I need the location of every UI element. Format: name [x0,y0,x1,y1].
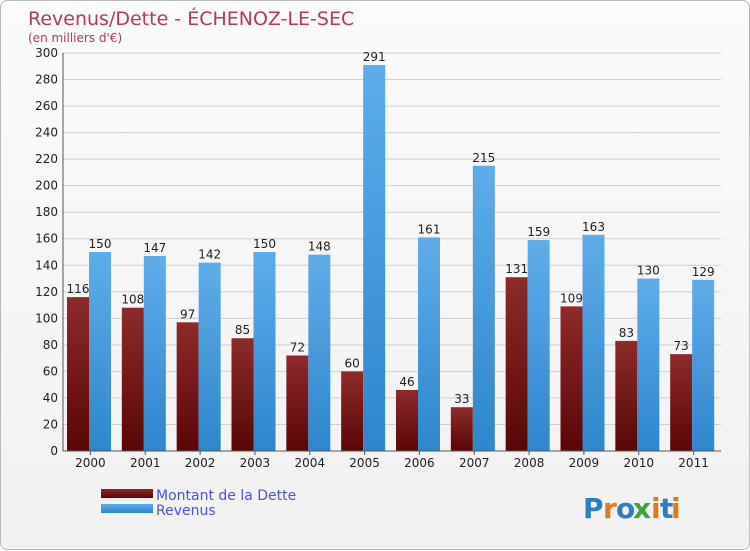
x-tick-label: 2011 [678,456,709,470]
x-tick-label: 2007 [459,456,490,470]
bar-debt [396,389,418,451]
y-tick-label: 120 [35,285,58,299]
x-tick-label: 2010 [623,456,654,470]
y-tick-label: 260 [35,99,58,113]
data-label-revenus: 161 [418,222,441,236]
bar-debt [615,340,638,451]
bar-debt [231,338,254,451]
bar-debt [286,355,309,451]
data-label-debt: 131 [505,262,528,276]
logo-letter: i [671,492,681,525]
data-label-debt: 116 [67,282,90,296]
y-tick-label: 220 [35,152,58,166]
bar-revenus [89,252,111,451]
y-tick-label: 180 [35,205,58,219]
data-label-debt: 33 [454,392,469,406]
logo-letter: i [651,492,661,525]
data-label-revenus: 148 [308,240,331,254]
bar-debt [176,322,199,451]
legend-swatch-revenus [101,504,153,513]
x-tick-label: 2001 [130,456,161,470]
data-label-debt: 72 [290,340,305,354]
bar-revenus [472,165,495,451]
data-label-revenus: 163 [582,220,605,234]
bar-debt [560,306,583,451]
x-tick-label: 2002 [185,456,216,470]
y-tick-label: 160 [35,232,58,246]
legend: Montant de la Dette Revenus [101,488,296,519]
data-label-revenus: 150 [253,237,276,251]
data-label-debt: 108 [121,293,144,307]
bar-revenus [637,278,660,451]
legend-label-debt: Montant de la Dette [156,488,296,504]
logo-letter: P [583,492,604,525]
logo-letter: t [660,492,673,525]
axes: 0 20 40 60 80 100 120 140 160 180 200 220 240 260 280 3… [35,46,721,470]
data-label-revenus: 142 [198,248,221,262]
data-label-revenus: 129 [692,265,715,279]
legend-label-revenus: Revenus [156,503,216,519]
y-tick-label: 20 [43,417,58,431]
bar-debt [450,407,473,451]
bar-debt [670,354,693,451]
logo-letter: o [616,492,635,525]
bar-revenus [582,234,605,451]
data-label-debt: 46 [399,375,414,389]
y-tick-label: 200 [35,179,58,193]
data-label-debt: 109 [560,291,583,305]
data-label-debt: 83 [619,326,634,340]
data-label-revenus: 215 [472,151,495,165]
bar-debt [67,297,89,451]
y-tick-label: 80 [43,338,58,352]
y-tick-label: 60 [43,364,58,378]
x-tick-label: 2005 [349,456,380,470]
y-tick-label: 100 [35,311,58,325]
grid [63,52,721,452]
x-tick-label: 2004 [294,456,325,470]
data-label-revenus: 147 [143,241,166,255]
bar-debt [341,371,364,451]
bar-revenus [143,255,166,451]
y-tick-label: 280 [35,73,58,87]
y-tick-label: 300 [35,46,58,60]
data-label-revenus: 291 [363,50,386,64]
data-label-revenus: 150 [89,237,112,251]
y-tick-label: 0 [50,444,58,458]
bars: 116 150 108 147 97 142 85 150 72 148 60 291 46 161 33 2… [67,50,715,451]
bar-revenus [198,262,221,451]
logo-letter: r [603,492,617,525]
data-label-revenus: 130 [637,264,660,278]
data-label-revenus: 159 [527,225,550,239]
bar-debt [121,307,144,451]
bar-revenus [692,279,715,451]
x-tick-label: 2000 [75,456,106,470]
bar-debt [505,277,528,451]
x-tick-label: 2003 [240,456,271,470]
bar-revenus [363,64,386,451]
bar-revenus [253,252,276,451]
x-tick-label: 2008 [514,456,545,470]
bar-revenus [418,237,440,451]
data-label-debt: 73 [674,339,689,353]
logo-letter: x [633,492,651,525]
chart-title: Revenus/Dette - ÉCHENOZ-LE-SEC [28,7,354,30]
y-tick-label: 140 [35,258,58,272]
x-tick-label: 2006 [404,456,435,470]
data-label-debt: 60 [345,356,360,370]
bar-revenus [527,240,550,451]
y-tick-label: 40 [43,391,58,405]
x-tick-label: 2009 [569,456,600,470]
chart-subtitle: (en milliers d'€) [28,31,122,45]
legend-swatch-debt [101,489,153,498]
data-label-debt: 97 [180,307,195,321]
y-tick-label: 240 [35,126,58,140]
bar-revenus [308,254,331,451]
data-label-debt: 85 [235,323,250,337]
